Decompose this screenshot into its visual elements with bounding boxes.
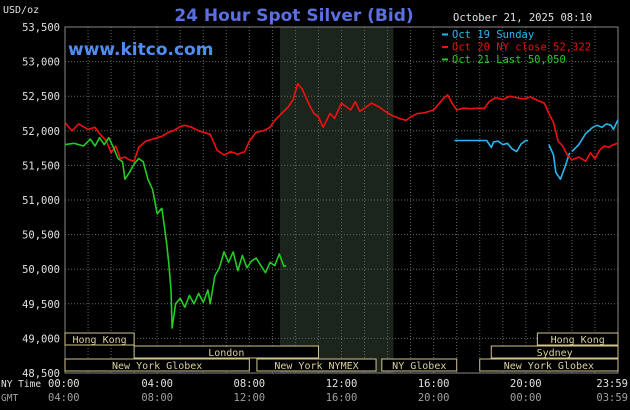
market-session-box: [381, 358, 458, 372]
market-session-box: [64, 358, 250, 372]
y-tick-label: 52,000: [22, 126, 60, 138]
y-tick-label: 53,000: [22, 57, 60, 69]
y-tick-label: 49,500: [22, 299, 60, 311]
legend-entry: Oct 19 Sunday: [452, 29, 534, 41]
market-session-box: [490, 345, 619, 359]
watermark-url: www.kitco.com: [68, 40, 213, 60]
market-session-label: New York Globex: [112, 361, 202, 372]
gridlines: [64, 26, 619, 374]
market-session-label: Hong Kong: [72, 335, 126, 346]
series-1-line: [571, 119, 619, 153]
x-tick-label-ny: 12:00: [326, 378, 358, 390]
market-session-label: Hong Kong: [551, 335, 605, 346]
market-session-box: [479, 358, 619, 372]
y-tick-label: 51,500: [22, 160, 60, 172]
x-tick-label-gmt: 12:00: [234, 392, 266, 404]
x-tick-label-gmt: 00:00: [510, 392, 542, 404]
x-tick-label-ny: 20:00: [510, 378, 542, 390]
y-tick-label: 49,000: [22, 333, 60, 345]
market-session-label: Sydney: [537, 348, 573, 359]
legend-entry: Oct 20 NY close 52,322: [452, 42, 591, 54]
y-tick-label: 48,500: [22, 368, 60, 380]
x-tick-label-gmt: 03:59: [596, 392, 628, 404]
y-tick-label: 50,500: [22, 230, 60, 242]
y-tick-label: 52,500: [22, 91, 60, 103]
legend-entry: Oct 21 Last 50,050: [452, 54, 566, 66]
market-session-box: [64, 332, 135, 346]
x-axis-row-label-gmt: GMT: [1, 393, 18, 404]
x-tick-label-gmt: 08:00: [141, 392, 173, 404]
market-session-box: [536, 332, 619, 346]
market-session-label: London: [208, 348, 244, 359]
x-axis-row-label-ny: NY Time: [1, 379, 41, 390]
chart-title: 24 Hour Spot Silver (Bid): [174, 6, 413, 26]
date-label: October 21, 2025 08:10: [453, 12, 592, 24]
x-tick-label-ny: 16:00: [418, 378, 450, 390]
y-tick-label: 51,000: [22, 195, 60, 207]
y-tick-label: 50,000: [22, 264, 60, 276]
x-tick-label-ny: 00:00: [48, 378, 80, 390]
x-tick-label-gmt: 16:00: [326, 392, 358, 404]
x-tick-label-ny: 23:59: [596, 378, 628, 390]
y-axis: 48,500 49,000 49,500 50,000 50,500 51,000 51,5…: [22, 22, 60, 380]
x-axis: NY Time GMT 00:00 04:00 04:00 08:00 08:00 12:00…: [1, 378, 628, 404]
x-tick-label-gmt: 20:00: [418, 392, 450, 404]
market-session-label: New York Globex: [504, 361, 594, 372]
plot-border: [64, 26, 619, 374]
market-sessions: Hong Kong London New York Globex New York N…: [64, 332, 619, 372]
y-tick-label: 53,500: [22, 22, 60, 34]
market-session-label: NY Globex: [392, 361, 446, 372]
x-tick-label-ny: 08:00: [234, 378, 266, 390]
x-tick-label-ny: 04:00: [141, 378, 173, 390]
x-tick-label-gmt: 04:00: [48, 392, 80, 404]
series-1-line: [454, 139, 529, 153]
series-3-line: [64, 136, 287, 329]
market-session-box: [133, 345, 319, 359]
series-lines: [64, 82, 619, 329]
y-axis-unit-label: USD/oz: [3, 5, 39, 16]
market-session-label: New York NYMEX: [274, 361, 358, 372]
series-1-line: [548, 144, 571, 180]
market-session-box: [256, 358, 377, 372]
series-2-line: [64, 82, 619, 162]
